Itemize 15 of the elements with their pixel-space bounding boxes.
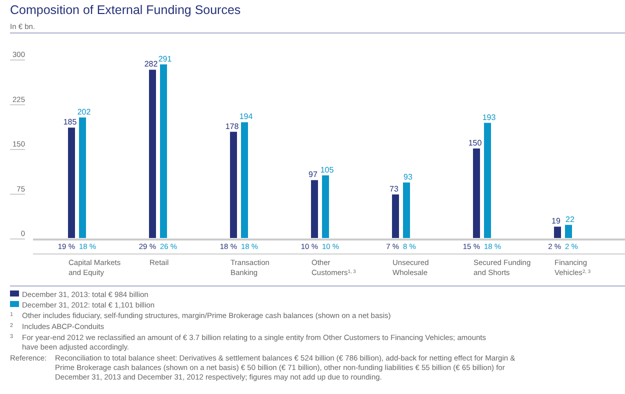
- data-label: 185: [63, 118, 78, 127]
- data-label: 150: [468, 138, 482, 148]
- data-label: 291: [158, 54, 172, 64]
- data-label: 202: [77, 107, 92, 116]
- data-label: 193: [482, 112, 496, 122]
- data-label: 105: [320, 165, 334, 174]
- data-label: 73: [390, 184, 399, 194]
- data-label: 93: [404, 172, 413, 182]
- data-label: 194: [239, 112, 254, 122]
- data-label: 178: [225, 122, 240, 131]
- data-label: 22: [566, 214, 575, 224]
- data-label: 97: [308, 170, 318, 180]
- data-label: 282: [144, 60, 158, 69]
- data-label: 19: [552, 216, 561, 226]
- chart-title: Composition of External Funding Sources: [10, 3, 241, 17]
